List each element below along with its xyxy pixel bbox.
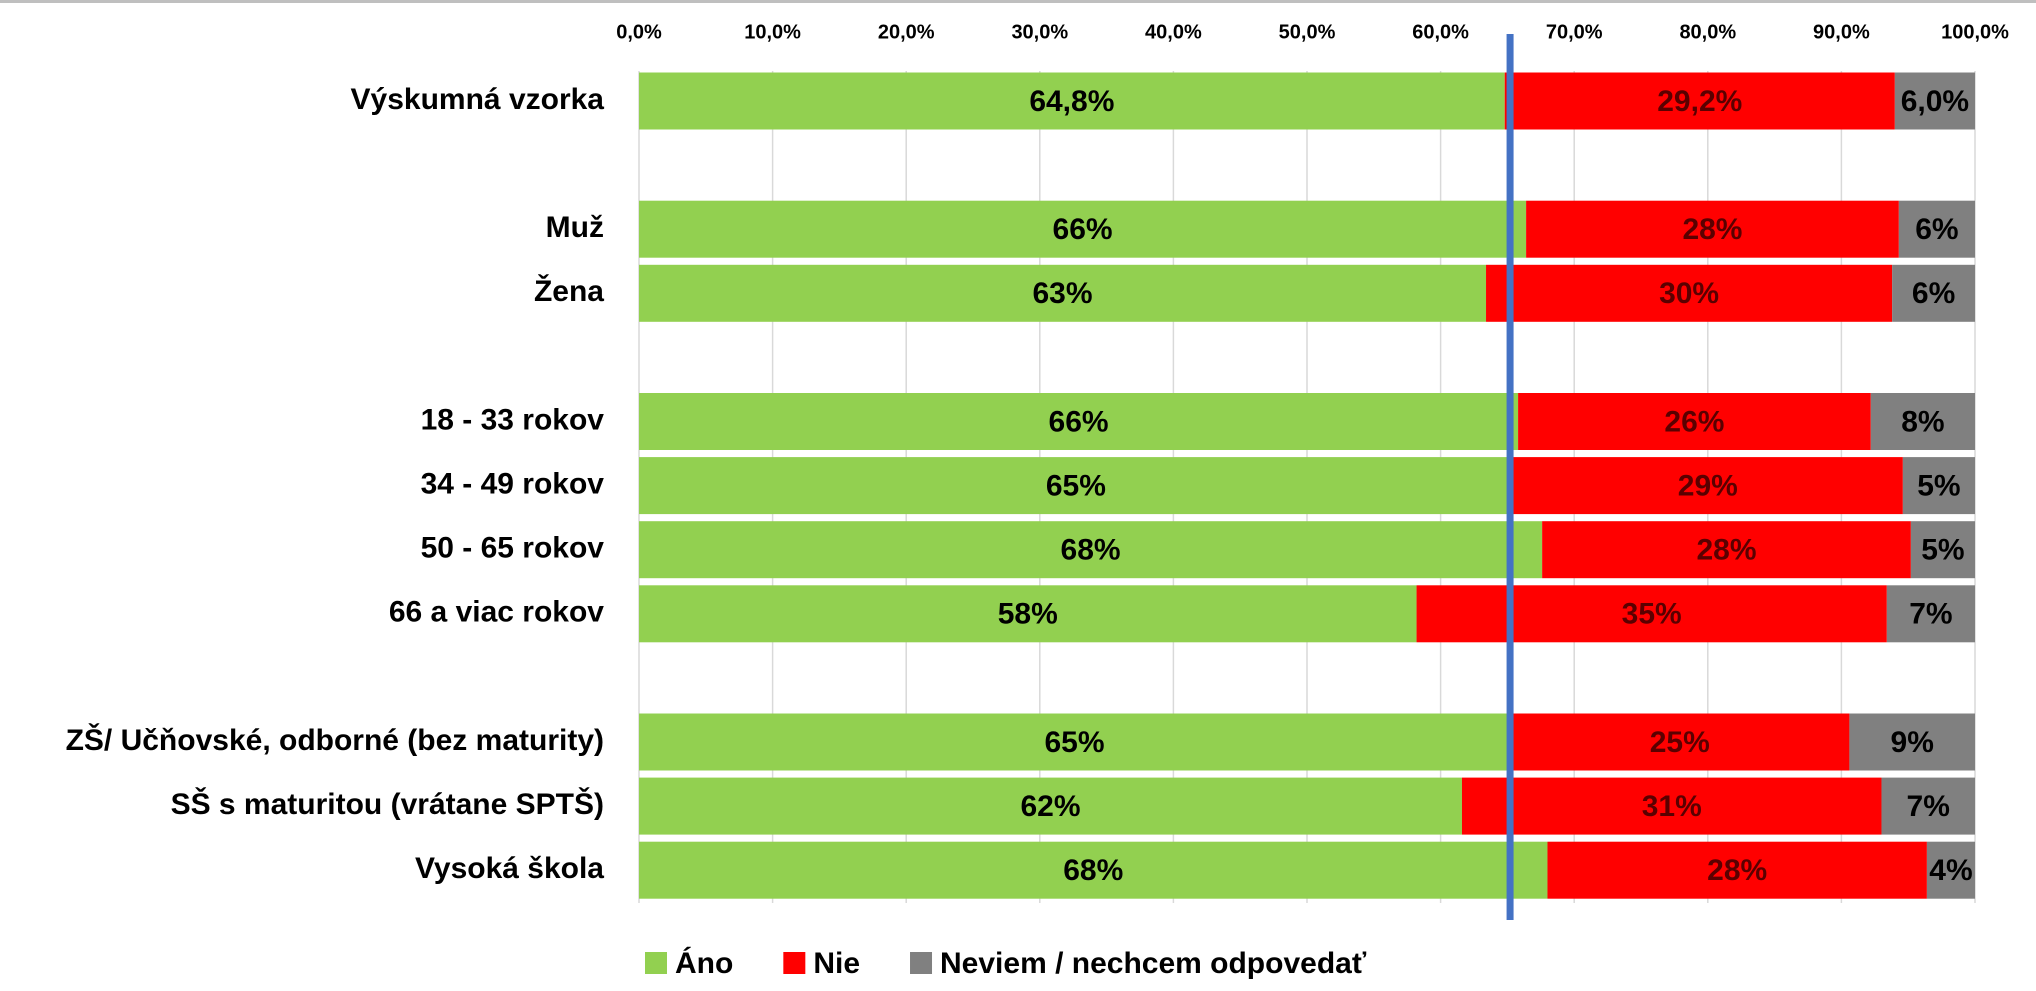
bar-segment	[1526, 200, 1899, 258]
bar-segment	[1486, 264, 1893, 322]
y-tick-label: ZŠ/ Učňovské, odborné (bez maturity)	[66, 723, 604, 757]
data-label: 8%	[1901, 405, 1944, 438]
x-tick-label: 50,0%	[1279, 21, 1336, 43]
legend-swatch	[645, 952, 667, 974]
data-label: 66%	[1053, 213, 1113, 246]
x-tick-label: 90,0%	[1813, 21, 1870, 43]
data-label: 58%	[998, 598, 1058, 631]
bar-segment	[639, 585, 1417, 643]
bar-segment	[1910, 521, 1975, 579]
bar-segment	[639, 264, 1487, 322]
data-label: 6%	[1915, 213, 1958, 246]
data-label: 65%	[1045, 726, 1105, 759]
bar-segment	[639, 457, 1513, 515]
data-label: 4%	[1929, 854, 1972, 887]
bar-segment	[1510, 713, 1850, 771]
bar-segment	[1547, 841, 1927, 899]
bar-segment	[639, 72, 1505, 130]
bar-segment	[1894, 72, 1975, 130]
y-tick-label: Žena	[534, 274, 604, 308]
x-tick-label: 70,0%	[1546, 21, 1603, 43]
x-tick-label: 100,0%	[1941, 21, 2009, 43]
data-label: 26%	[1664, 405, 1724, 438]
bar-segment	[1892, 264, 1975, 322]
data-label: 30%	[1659, 277, 1719, 310]
x-tick-label: 40,0%	[1145, 21, 1202, 43]
data-label: 63%	[1032, 277, 1092, 310]
bar-segment	[1881, 777, 1975, 835]
data-label: 28%	[1707, 854, 1767, 887]
data-label: 7%	[1909, 598, 1952, 631]
bar-segment	[639, 393, 1519, 450]
x-tick-label: 60,0%	[1412, 21, 1469, 43]
data-label: 29%	[1678, 470, 1738, 503]
x-tick-label: 30,0%	[1011, 21, 1068, 43]
data-label: 64,8%	[1029, 85, 1114, 118]
x-tick-label: 0,0%	[616, 21, 662, 43]
data-label: 9%	[1891, 726, 1934, 759]
legend-label: Nie	[813, 947, 860, 980]
data-label: 28%	[1682, 213, 1742, 246]
y-tick-label: 50 - 65 rokov	[421, 532, 605, 565]
data-label: 5%	[1917, 470, 1960, 503]
y-tick-label: 18 - 33 rokov	[421, 403, 605, 436]
legend-swatch	[910, 952, 933, 974]
x-tick-label: 80,0%	[1679, 21, 1736, 43]
bar-segment	[639, 713, 1511, 771]
bar-segment	[1870, 393, 1975, 450]
bar-segment	[1926, 841, 1975, 899]
data-label: 66%	[1049, 405, 1109, 438]
legend-label: Áno	[675, 946, 733, 980]
bar-segment	[1518, 393, 1871, 450]
x-tick-label: 10,0%	[744, 21, 801, 43]
data-label: 31%	[1642, 790, 1702, 823]
y-tick-label: Výskumná vzorka	[351, 83, 605, 116]
bar-segment	[639, 841, 1548, 899]
bar-segment	[1898, 200, 1975, 258]
data-label: 68%	[1061, 534, 1121, 567]
bar-segment	[1461, 777, 1882, 835]
bar-segment	[1416, 585, 1887, 643]
bar-segment	[1504, 72, 1895, 130]
x-tick-label: 20,0%	[878, 21, 935, 43]
data-label: 28%	[1696, 534, 1756, 567]
y-tick-label: Vysoká škola	[415, 852, 604, 885]
top-border	[0, 0, 2036, 3]
bar-segment	[1542, 521, 1911, 579]
data-label: 65%	[1046, 470, 1106, 503]
y-tick-label: SŠ s maturitou (vrátane SPTŠ)	[171, 787, 604, 821]
y-tick-label: 66 a viac rokov	[389, 596, 604, 629]
data-label: 7%	[1907, 790, 1950, 823]
legend-swatch	[783, 952, 806, 974]
y-tick-label: Muž	[546, 211, 604, 244]
bar-segment	[639, 200, 1527, 258]
data-label: 68%	[1063, 854, 1123, 887]
legend-label: Neviem / nechcem odpovedať	[940, 947, 1367, 980]
data-label: 35%	[1622, 598, 1682, 631]
data-label: 25%	[1650, 726, 1710, 759]
y-tick-label: 34 - 49 rokov	[421, 468, 605, 501]
data-label: 5%	[1921, 534, 1964, 567]
data-label: 6%	[1912, 277, 1955, 310]
data-label: 29,2%	[1657, 85, 1742, 118]
bar-segment	[1849, 713, 1975, 771]
data-label: 62%	[1020, 790, 1080, 823]
data-label: 6,0%	[1901, 85, 1969, 118]
bar-segment	[1886, 585, 1975, 643]
bar-segment	[639, 777, 1462, 835]
bar-segment	[639, 521, 1543, 579]
bar-segment	[1512, 457, 1903, 515]
bar-segment	[1902, 457, 1975, 515]
